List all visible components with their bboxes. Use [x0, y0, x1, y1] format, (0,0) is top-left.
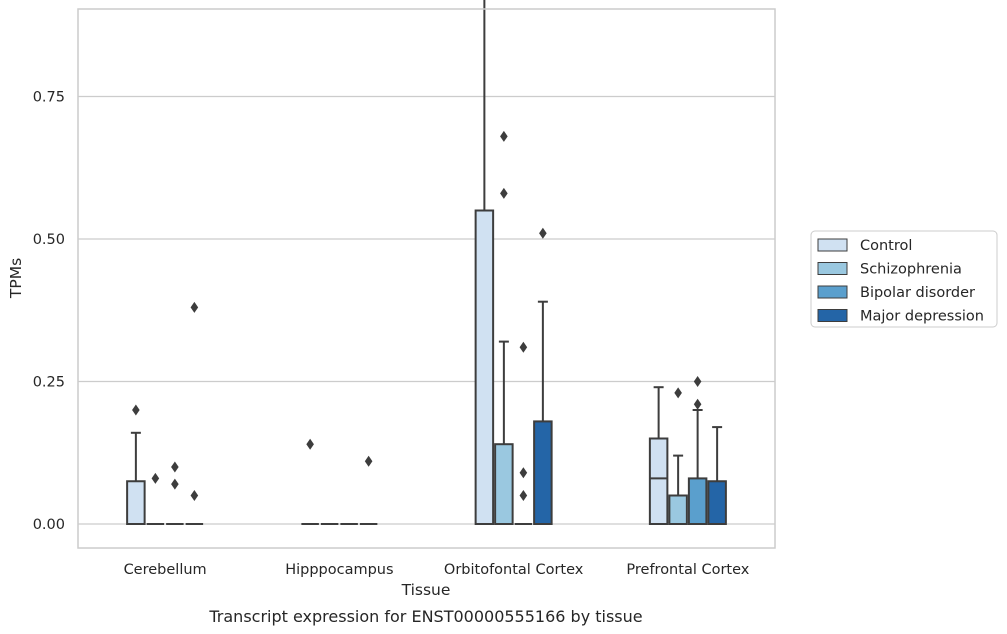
x-axis-title: Tissue: [401, 581, 451, 599]
box: [474, 209, 495, 525]
y-tick-labels: 0.000.250.500.751.001.251.501.75: [33, 90, 65, 534]
outlier-point: [539, 227, 547, 239]
box-group: [648, 386, 669, 525]
box-group: [707, 426, 727, 525]
x-tick-label: Orbitofontal Cortex: [444, 562, 584, 578]
box-group: [514, 341, 533, 525]
outlier-point: [693, 398, 702, 410]
plot-frame: [77, 8, 776, 549]
outlier-point: [190, 301, 199, 313]
box: [648, 437, 669, 525]
box: [126, 480, 146, 525]
box-group: [359, 455, 378, 525]
outlier-point: [674, 387, 682, 399]
x-tick-label: Prefrontal Cortex: [626, 562, 749, 578]
box: [668, 494, 688, 525]
legend-swatch: [817, 262, 848, 275]
legend-label: Bipolar disorder: [860, 285, 975, 301]
legend-swatch: [817, 285, 848, 299]
x-tick-label: Cerebellum: [124, 562, 207, 578]
y-tick-label: 0.50: [33, 232, 65, 248]
outlier-point: [500, 130, 508, 142]
box: [533, 420, 553, 525]
legend-frame: [810, 230, 998, 328]
outlier-point: [500, 187, 508, 199]
outlier-point: [190, 490, 199, 501]
outlier-point: [519, 490, 528, 501]
legend-swatch: [817, 309, 848, 322]
outlier-point: [519, 467, 528, 479]
outlier-point: [519, 341, 528, 353]
box: [687, 477, 708, 525]
box-group: [185, 301, 204, 525]
x-tick-label: Hipppocampus: [285, 562, 393, 578]
legend-swatch: [817, 238, 848, 252]
y-axis-title: TPMs: [7, 258, 25, 299]
y-tick-label: 0.75: [33, 90, 65, 106]
outlier-point: [171, 461, 179, 473]
x-tick-labels: Cerebellum Hipppocampus Orbitofontal Corte…: [124, 562, 750, 578]
box-group: [668, 387, 688, 525]
y-tick-label: 0.25: [33, 375, 65, 391]
legend-label: Major depression: [860, 309, 984, 325]
box-group: [687, 376, 708, 525]
box-group: [474, 0, 495, 525]
chart-caption: Transcript expression for ENST0000055516…: [208, 607, 642, 626]
outlier-point: [171, 478, 179, 490]
y-tick-label: 0.00: [33, 517, 65, 533]
box-group: [301, 438, 319, 525]
box-group: [126, 404, 146, 525]
outlier-point: [132, 404, 140, 416]
box: [494, 443, 514, 526]
legend: Control Schizophrenia Bipolar disorder Majo…: [810, 230, 998, 328]
plot-area: [78, 9, 775, 548]
box: [707, 480, 727, 525]
legend-label: Control: [860, 238, 912, 254]
box-series: [126, 0, 727, 526]
outlier-point: [364, 455, 373, 467]
box-group: [146, 472, 165, 525]
box-group: [166, 461, 184, 525]
box-group: [533, 227, 553, 525]
box-group: [494, 130, 514, 526]
legend-label: Schizophrenia: [860, 262, 962, 278]
outlier-point: [151, 472, 160, 484]
outlier-point: [306, 438, 314, 450]
outlier-point: [693, 376, 702, 387]
